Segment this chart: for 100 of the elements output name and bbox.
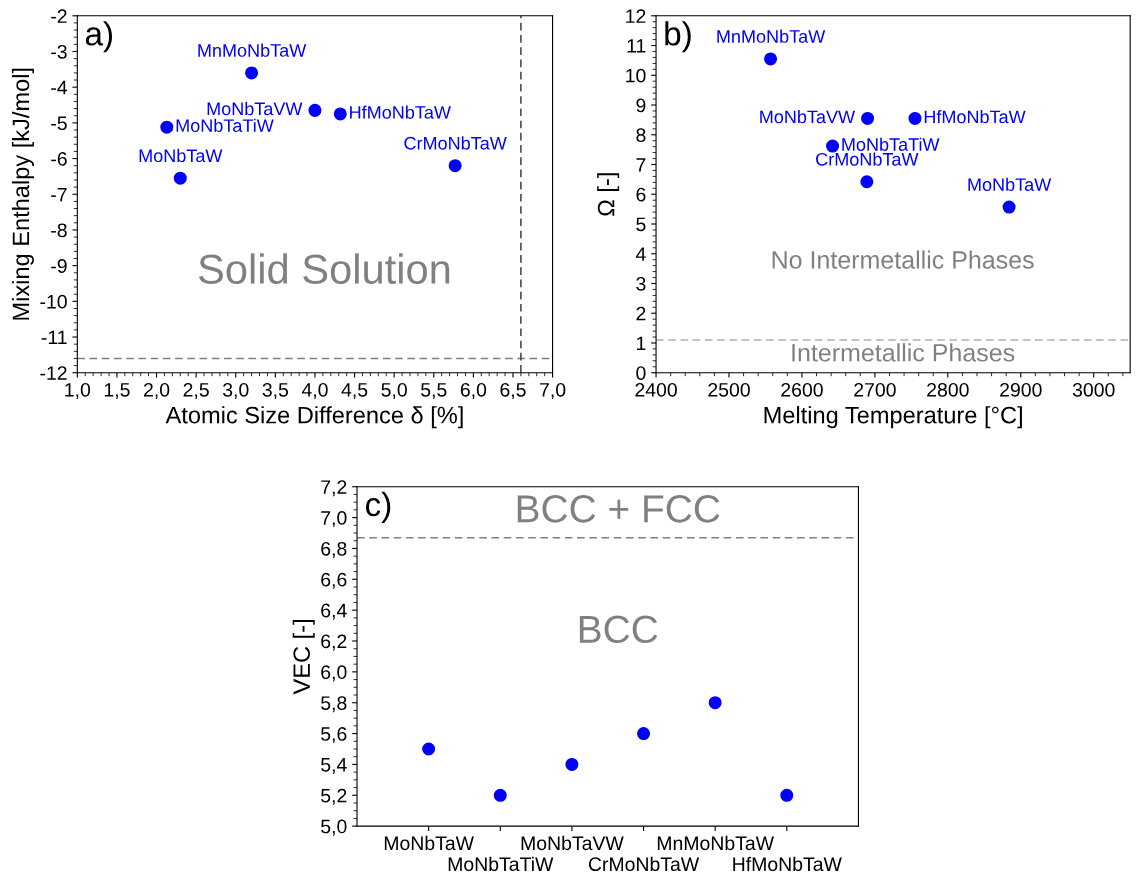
x-tick-label: 2,0 xyxy=(143,382,170,400)
point xyxy=(245,66,259,80)
y-tick-label: -5 xyxy=(51,116,67,131)
x-tick-label: MnMoNbTaW xyxy=(657,835,774,851)
point xyxy=(637,727,651,741)
annotation: BCC xyxy=(579,615,658,644)
annotation: CrMoNbTaW xyxy=(816,152,919,166)
y-tick-label: 9 xyxy=(636,98,646,113)
x-tick-label: 2500 xyxy=(708,382,750,397)
annotation: CrMoNbTaW xyxy=(404,136,507,150)
annotation: MoNbTaTiW xyxy=(842,137,940,151)
x-tick-label: 6,0 xyxy=(460,382,487,400)
x-tick-label: 4,5 xyxy=(341,383,368,400)
y-axis-title: Ω [-] xyxy=(597,173,620,216)
annotation: MoNbTaW xyxy=(968,177,1052,191)
y-tick-label: 7,2 xyxy=(321,480,347,497)
y-tick-label: 6,2 xyxy=(321,634,347,651)
point xyxy=(173,171,187,185)
x-tick-label: MoNbTaVW xyxy=(521,835,624,851)
y-tick-label: 1 xyxy=(637,336,646,351)
annotation: MnMoNbTaW xyxy=(717,29,826,43)
y-tick-label: 5,2 xyxy=(321,788,347,805)
point xyxy=(860,175,874,189)
y-tick-label: 5,6 xyxy=(321,727,347,744)
point xyxy=(493,788,507,802)
annotation: No Intermetallic Phases xyxy=(772,250,1034,269)
x-tick-label: 2800 xyxy=(927,382,969,397)
point xyxy=(764,52,778,66)
y-tick-label: 6,8 xyxy=(321,541,347,558)
y-axis-title: Mixing Enthalpy [kJ/mol] xyxy=(11,68,34,320)
x-axis-title: Melting Temperature [°C] xyxy=(764,406,1022,429)
x-tick-label: 4,0 xyxy=(301,382,328,400)
point xyxy=(908,111,922,125)
y-tick-label: 7,0 xyxy=(321,511,347,528)
y-tick-label: -11 xyxy=(41,330,67,345)
chart-title: a) xyxy=(85,21,113,53)
annotation: HfMoNbTaW xyxy=(924,109,1026,124)
x-tick-label: 6,5 xyxy=(500,382,526,400)
point xyxy=(826,139,840,153)
annotation: Intermetallic Phases xyxy=(792,343,1015,362)
annotation: MoNbTaTiW xyxy=(176,118,274,132)
point xyxy=(422,742,436,756)
x-axis-title: Atomic Size Difference δ [%] xyxy=(165,406,463,429)
y-tick-label: -4 xyxy=(51,80,68,95)
y-tick-label: -9 xyxy=(51,259,67,273)
x-tick-label: 2,5 xyxy=(183,382,209,400)
point xyxy=(1002,200,1016,214)
x-tick-label: 1,5 xyxy=(104,383,130,400)
annotation: Solid Solution xyxy=(198,253,450,284)
x-tick-label: 5,0 xyxy=(381,382,407,400)
y-tick-label: 6 xyxy=(636,187,646,202)
annotation: BCC + FCC xyxy=(517,495,720,523)
chart-title: b) xyxy=(665,21,691,53)
point xyxy=(448,159,462,173)
chart-title: c) xyxy=(365,491,391,523)
x-tick-label: 2900 xyxy=(1000,382,1042,397)
y-axis-title: VEC [-] xyxy=(292,620,315,695)
x-tick-label: MoNbTaTiW xyxy=(448,856,554,872)
y-tick-label: 5,0 xyxy=(321,819,347,836)
y-tick-label: -2 xyxy=(51,9,67,23)
y-tick-label: -7 xyxy=(51,187,67,202)
y-tick-label: -6 xyxy=(51,152,67,166)
y-tick-label: 5 xyxy=(636,217,646,232)
y-tick-label: 10 xyxy=(626,68,646,83)
x-tick-label: 3000 xyxy=(1072,382,1115,397)
y-tick-label: 3 xyxy=(636,276,646,291)
y-tick-label: 0 xyxy=(636,366,646,380)
annotation: MoNbTaVW xyxy=(207,101,303,116)
y-tick-label: 12 xyxy=(626,9,646,23)
y-tick-label: -8 xyxy=(51,223,67,238)
y-tick-label: 5,8 xyxy=(321,696,347,713)
y-tick-label: 4 xyxy=(635,247,646,261)
y-tick-label: -3 xyxy=(51,44,67,59)
point xyxy=(160,120,174,134)
point xyxy=(308,103,322,117)
annotation: MoNbTaW xyxy=(139,148,223,163)
y-tick-label: 2 xyxy=(636,306,646,321)
x-tick-label: 3,0 xyxy=(222,382,249,400)
x-tick-label: 2600 xyxy=(781,382,823,397)
y-tick-label: 11 xyxy=(627,39,646,53)
x-tick-label: 2400 xyxy=(635,382,677,397)
annotation: MnMoNbTaW xyxy=(198,43,307,57)
y-tick-label: 7 xyxy=(636,158,646,172)
point xyxy=(708,696,722,710)
x-tick-label: CrMoNbTaW xyxy=(588,856,700,872)
x-tick-label: 1,0 xyxy=(65,382,91,400)
x-tick-label: 7,0 xyxy=(540,382,566,400)
y-tick-label: 6,4 xyxy=(321,603,347,620)
point xyxy=(565,757,579,771)
y-tick-label: 6,0 xyxy=(321,665,347,682)
point xyxy=(780,788,794,802)
point xyxy=(333,107,347,121)
x-tick-label: 3,5 xyxy=(262,382,289,400)
y-tick-label: 5,4 xyxy=(321,758,347,774)
y-tick-label: -10 xyxy=(40,294,67,309)
x-tick-label: 5,5 xyxy=(421,383,447,400)
point xyxy=(861,111,875,125)
annotation: MoNbTaVW xyxy=(760,109,856,124)
annotation: HfMoNbTaW xyxy=(350,105,451,119)
x-tick-label: HfMoNbTaW xyxy=(733,856,842,872)
